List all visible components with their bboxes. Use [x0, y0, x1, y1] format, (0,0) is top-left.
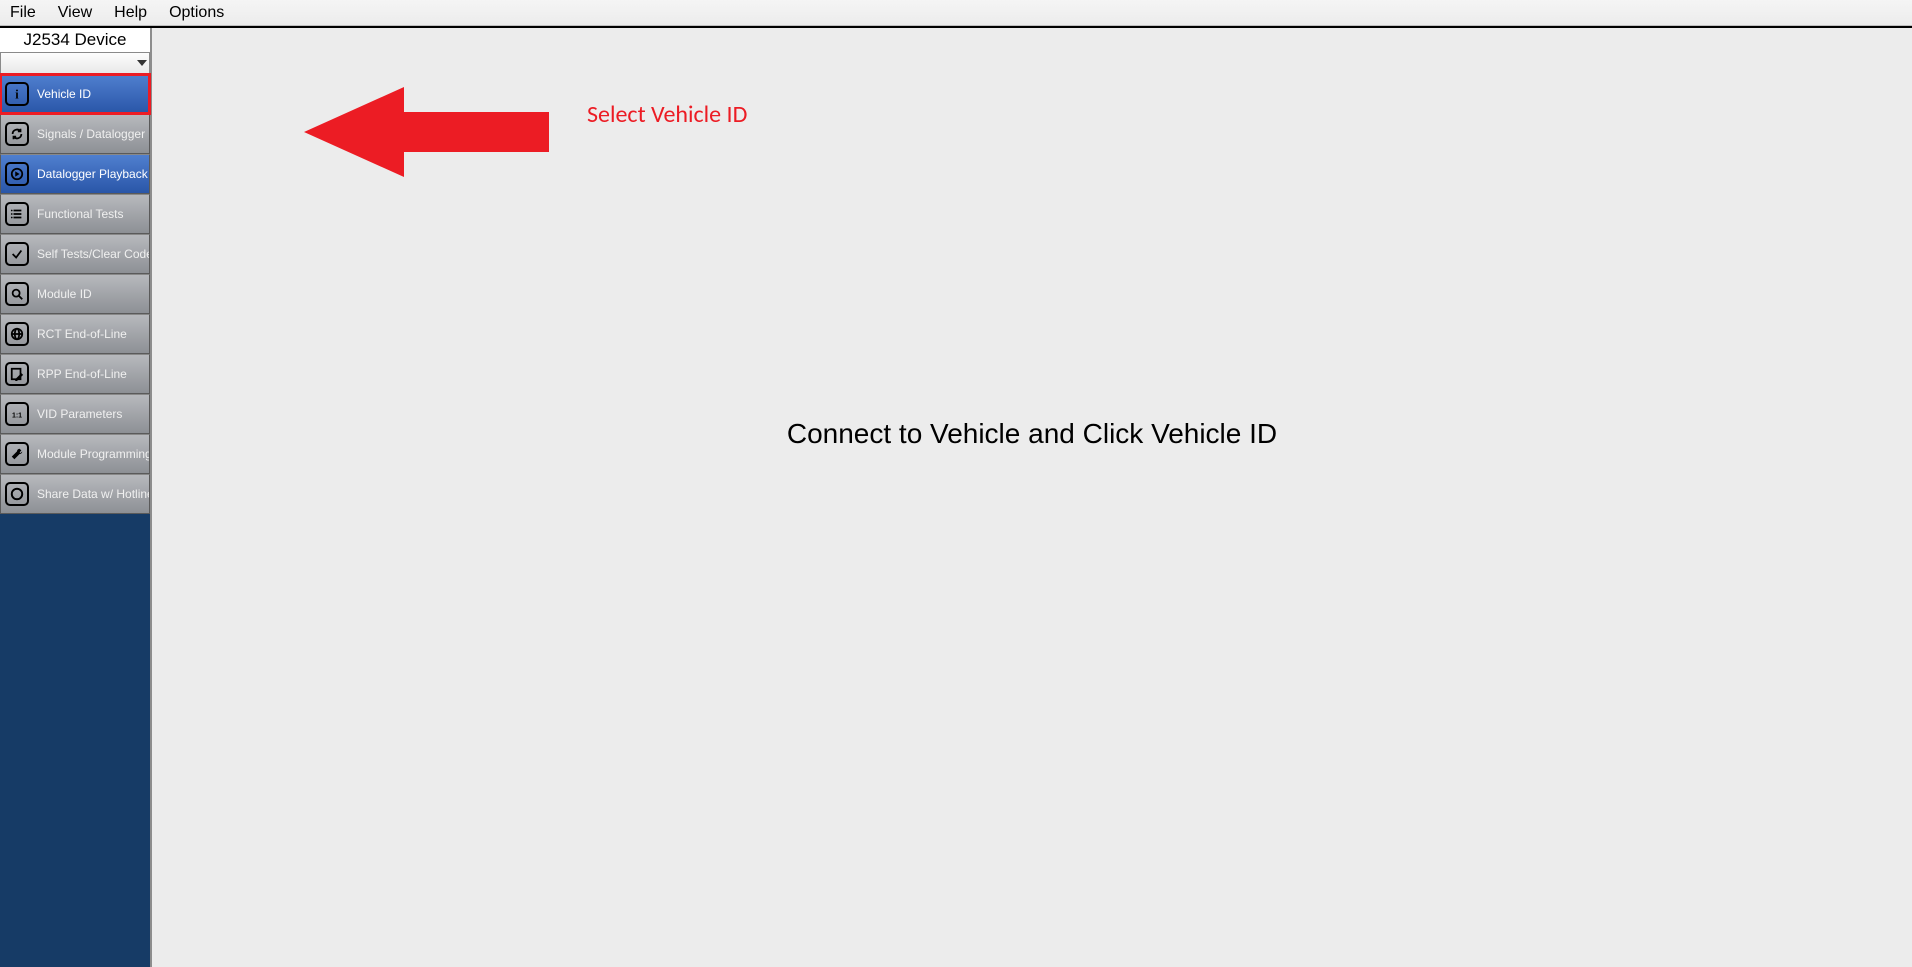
sidebar-item-label: Module ID: [37, 287, 92, 301]
sidebar-item-label: Vehicle ID: [37, 87, 91, 101]
sidebar-item-label: Signals / Datalogger: [37, 127, 145, 141]
chevron-down-icon: [137, 60, 147, 66]
sidebar-item-datalogger-playback[interactable]: Datalogger Playback: [0, 154, 150, 194]
sidebar: J2534 Device i Vehicle ID Signals / Datalo…: [0, 28, 150, 967]
menu-options[interactable]: Options: [169, 4, 224, 22]
menu-help[interactable]: Help: [114, 4, 147, 22]
sidebar-item-signals-datalogger[interactable]: Signals / Datalogger: [0, 114, 150, 154]
annotation-text: Select Vehicle ID: [587, 100, 747, 129]
wrench-icon: [5, 442, 29, 466]
sidebar-item-rpp-eol[interactable]: RPP End-of-Line: [0, 354, 150, 394]
svg-text:1:1: 1:1: [12, 413, 22, 420]
main-message: Connect to Vehicle and Click Vehicle ID: [787, 418, 1277, 450]
sidebar-item-label: Functional Tests: [37, 207, 124, 221]
sidebar-item-label: VID Parameters: [37, 407, 122, 421]
refresh-icon: [5, 122, 29, 146]
sidebar-item-share-data[interactable]: Share Data w/ Hotline: [0, 474, 150, 514]
main-panel: Select Vehicle ID Connect to Vehicle and…: [150, 28, 1912, 967]
globe-icon: [5, 322, 29, 346]
sidebar-item-vehicle-id[interactable]: i Vehicle ID: [0, 74, 150, 114]
params-icon: 1:1: [5, 402, 29, 426]
app-body: J2534 Device i Vehicle ID Signals / Datalo…: [0, 26, 1912, 967]
menubar: File View Help Options: [0, 0, 1912, 26]
annotation-arrow-icon: [304, 82, 554, 182]
menu-view[interactable]: View: [58, 4, 92, 22]
sidebar-item-self-tests[interactable]: Self Tests/Clear Codes: [0, 234, 150, 274]
menu-file[interactable]: File: [10, 4, 36, 22]
sidebar-item-label: Datalogger Playback: [37, 167, 148, 181]
sidebar-item-label: Share Data w/ Hotline: [37, 487, 149, 501]
device-label: J2534 Device: [0, 28, 150, 50]
sidebar-item-functional-tests[interactable]: Functional Tests: [0, 194, 150, 234]
edit-icon: [5, 362, 29, 386]
sidebar-item-label: Self Tests/Clear Codes: [37, 247, 149, 261]
sidebar-item-vid-parameters[interactable]: 1:1 VID Parameters: [0, 394, 150, 434]
check-icon: [5, 242, 29, 266]
list-icon: [5, 202, 29, 226]
svg-text:i: i: [15, 87, 19, 101]
sidebar-item-module-programming[interactable]: Module Programming: [0, 434, 150, 474]
sidebar-item-label: RCT End-of-Line: [37, 327, 127, 341]
sidebar-item-rct-eol[interactable]: RCT End-of-Line: [0, 314, 150, 354]
sidebar-item-label: Module Programming: [37, 447, 149, 461]
sidebar-item-module-id[interactable]: Module ID: [0, 274, 150, 314]
info-icon: i: [5, 82, 29, 106]
search-icon: [5, 282, 29, 306]
share-icon: [5, 482, 29, 506]
device-block: J2534 Device: [0, 28, 150, 74]
sidebar-item-label: RPP End-of-Line: [37, 367, 127, 381]
device-dropdown[interactable]: [0, 52, 150, 74]
play-icon: [5, 162, 29, 186]
